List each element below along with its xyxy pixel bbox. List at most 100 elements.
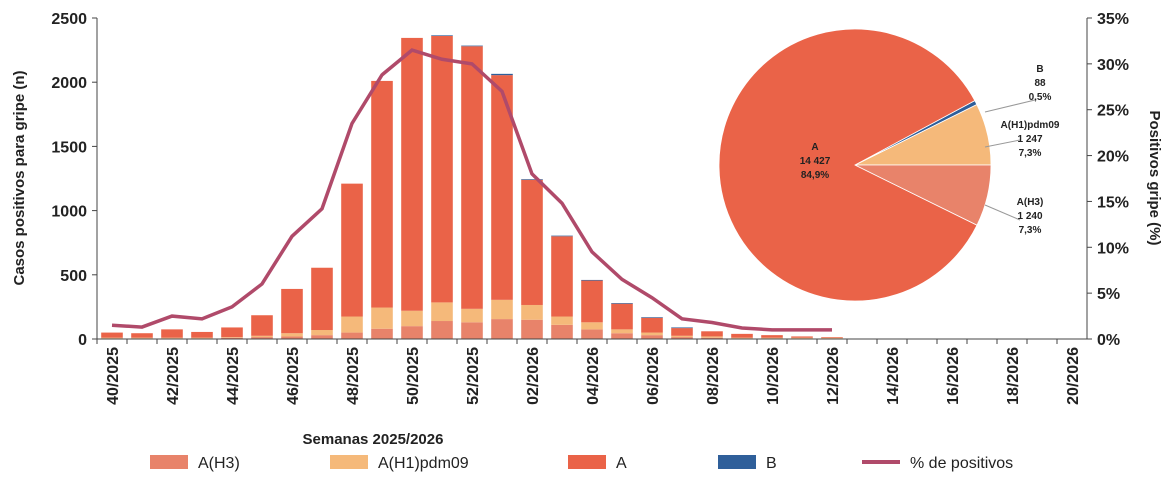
x-tick-label: 02/2026 — [525, 347, 542, 405]
bar-segment — [341, 332, 363, 339]
pie-label-name: A(H3) — [1017, 197, 1044, 208]
bar-segment — [551, 235, 573, 237]
bar-segment — [311, 335, 333, 339]
bar-segment — [461, 46, 483, 309]
bar-segment — [371, 80, 393, 308]
x-tick-label: 44/2025 — [225, 347, 242, 405]
x-tick-label: 52/2025 — [465, 347, 482, 405]
legend-swatch — [568, 455, 606, 469]
y2-tick-label: 10% — [1097, 240, 1129, 257]
bar-segment — [191, 331, 213, 338]
bar-segment — [791, 337, 813, 339]
leader-line — [984, 99, 1036, 113]
pie-slice — [718, 28, 978, 302]
pie-label-name: A — [811, 142, 818, 153]
bar-segment — [611, 333, 633, 339]
line — [111, 48, 832, 332]
bar-segment — [581, 322, 603, 330]
bar-segment — [281, 288, 303, 334]
bar-segment — [521, 319, 543, 339]
legend-swatch — [150, 455, 188, 469]
x-tick-label: 42/2025 — [165, 347, 182, 405]
bar-segment — [431, 35, 453, 303]
bar-segment — [161, 329, 183, 338]
bar-segment — [521, 179, 543, 305]
bar-segment — [401, 326, 423, 339]
y-axis-title: Casos positivos para gripe (n) — [11, 70, 28, 285]
bar-segment — [221, 337, 243, 338]
bar-segment — [131, 337, 153, 339]
y-tick-label: 0 — [78, 332, 87, 349]
bar-segment — [431, 302, 453, 322]
y-tick-label: 2000 — [51, 75, 87, 92]
bar-segment — [521, 304, 543, 320]
x-axis-title: Semanas 2025/2026 — [303, 431, 444, 448]
bar-segment — [641, 332, 663, 336]
bar-segment — [431, 321, 453, 339]
y2-tick-label: 25% — [1097, 103, 1129, 120]
x-tick-label: 46/2025 — [285, 347, 302, 405]
bar-segment — [551, 236, 573, 317]
legend-swatch — [330, 455, 368, 469]
y2-tick-label: 5% — [1097, 286, 1120, 303]
bar-segment — [491, 75, 513, 300]
bar-segment — [731, 337, 753, 339]
bar-segment — [671, 335, 693, 338]
x-tick-label: 10/2026 — [765, 347, 782, 405]
bar-segment — [791, 336, 813, 338]
bar-segment — [671, 337, 693, 339]
bar-segment — [551, 324, 573, 339]
x-tick-label: 14/2026 — [885, 347, 902, 405]
bar-segment — [221, 337, 243, 339]
legend-label: % de positivos — [910, 455, 1013, 472]
bar-segment — [491, 319, 513, 339]
x-tick-label: 16/2026 — [945, 347, 962, 405]
bar-segment — [101, 332, 123, 338]
pie-label-value: 14 427 — [800, 156, 831, 167]
bar-segment — [671, 327, 693, 329]
pie-label-value: 88 — [1034, 78, 1046, 89]
bar-segment — [611, 303, 633, 304]
y-tick-label: 1500 — [51, 139, 87, 156]
bar-segment — [821, 337, 843, 338]
bar-segment — [371, 328, 393, 339]
bar-segment — [581, 280, 603, 323]
bar-segment — [761, 335, 783, 338]
bar-segment — [701, 336, 723, 338]
bar-segment — [461, 308, 483, 323]
bar-segment — [551, 316, 573, 325]
pie-label-percent: 7,3% — [1019, 225, 1042, 236]
pie-label-percent: 84,9% — [801, 170, 829, 181]
bar-segment — [251, 337, 273, 339]
bar-segment — [761, 337, 783, 339]
bar-segment — [311, 330, 333, 336]
pie-slice — [854, 164, 992, 226]
bar-segment — [281, 333, 303, 337]
leader-line — [984, 204, 1021, 221]
bar-segment — [401, 37, 423, 311]
x-tick-label: 48/2025 — [345, 347, 362, 405]
bar-segment — [341, 316, 363, 333]
leader-line — [984, 139, 1021, 148]
y-tick-label: 500 — [60, 268, 87, 285]
bar-segment — [131, 333, 153, 338]
y2-axis-title: Positivos gripe (%) — [1146, 110, 1163, 245]
bar-segment — [251, 315, 273, 336]
bar-segment — [311, 267, 333, 331]
bar-segment — [371, 307, 393, 329]
legend-label: B — [766, 455, 777, 472]
pie-label-value: 1 240 — [1017, 211, 1042, 222]
x-tick-label: 40/2025 — [105, 347, 122, 405]
pie-label-name: B — [1036, 64, 1043, 75]
bar-segment — [491, 299, 513, 320]
y2-tick-label: 0% — [1097, 332, 1120, 349]
bar-segment — [671, 328, 693, 336]
bar-segment — [401, 310, 423, 327]
bar-segment — [611, 329, 633, 334]
bar-segment — [581, 329, 603, 339]
y2-tick-label: 30% — [1097, 57, 1129, 74]
bar-segment — [821, 337, 843, 339]
bar-segment — [341, 183, 363, 317]
bar-segment — [461, 45, 483, 47]
pie-label-name: A(H1)pdm09 — [1001, 120, 1060, 131]
